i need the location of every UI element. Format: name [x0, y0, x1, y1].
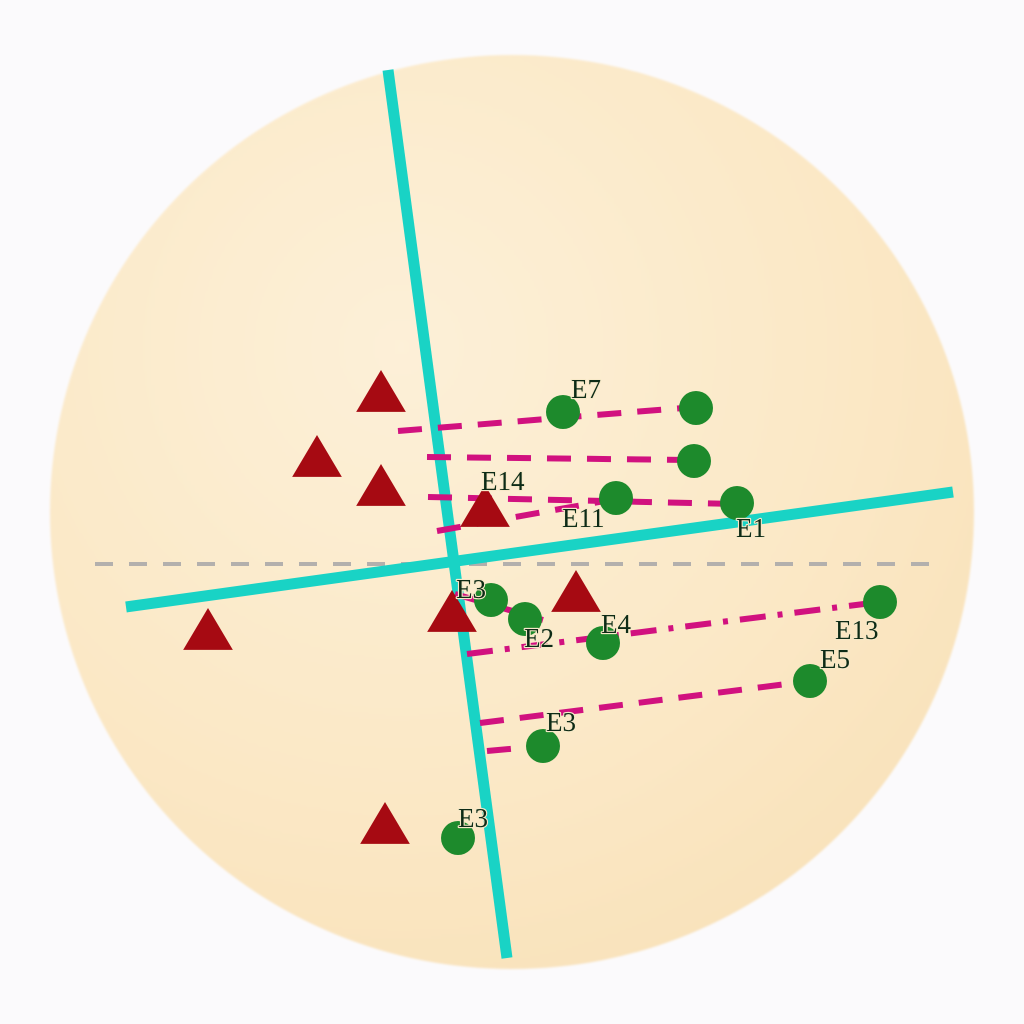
- node-label-C7: E2: [524, 623, 554, 653]
- target-node-circle: [599, 481, 633, 515]
- node-label-C12: E3: [458, 803, 488, 833]
- source-node-triangle: [460, 485, 510, 527]
- target-node-circle: [474, 583, 508, 617]
- source-node-triangle: [356, 370, 406, 412]
- target-node-circle: [863, 585, 897, 619]
- node-label-C5: E1: [736, 513, 766, 543]
- background-disk: [50, 55, 974, 969]
- link-L7: [479, 678, 811, 726]
- target-node-circle: [526, 729, 560, 763]
- target-node-circle: [441, 821, 475, 855]
- source-node-markers: [183, 370, 601, 844]
- link-L1: [397, 404, 696, 434]
- target-node-circle: [679, 391, 713, 425]
- node-label-C9: E13: [835, 615, 879, 645]
- link-L6: [466, 599, 881, 657]
- target-node-circle: [793, 664, 827, 698]
- extra-label-0: E14: [481, 466, 525, 496]
- node-label-C1: E7: [571, 374, 601, 404]
- target-node-circle: [720, 486, 754, 520]
- target-node-circle: [546, 395, 580, 429]
- node-label-C10: E5: [820, 644, 850, 674]
- teal-vertical-axis: [382, 69, 513, 959]
- source-node-triangle: [360, 802, 410, 844]
- source-node-triangle: [356, 464, 406, 506]
- link-L4: [436, 496, 617, 534]
- target-node-circle: [508, 602, 542, 636]
- source-node-triangle: [183, 608, 233, 650]
- source-node-triangle: [551, 570, 601, 612]
- link-L2: [426, 454, 695, 463]
- node-label-C8: E4: [601, 609, 631, 639]
- axis-lines: [125, 69, 954, 959]
- teal-horizontal-axis: [125, 486, 954, 613]
- source-node-triangle: [292, 435, 342, 477]
- node-label-C6: E3: [456, 574, 486, 604]
- target-node-circle: [677, 444, 711, 478]
- target-node-circle: [586, 626, 620, 660]
- extra-label-1: E11: [562, 503, 605, 533]
- source-node-triangle: [427, 590, 477, 632]
- target-node-markers: [441, 391, 897, 855]
- node-label-C11: E3: [546, 707, 576, 737]
